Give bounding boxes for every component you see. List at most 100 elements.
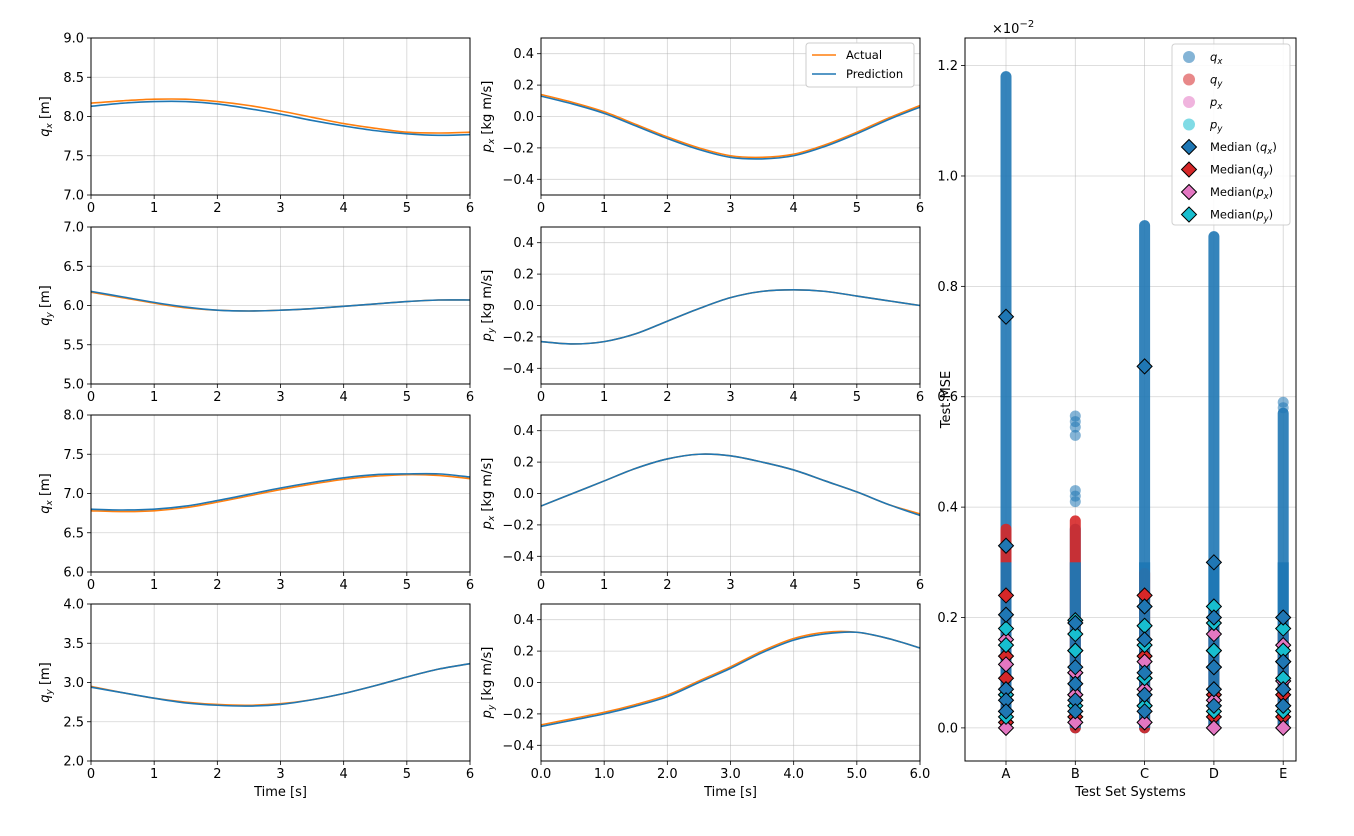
- x-tick-label: E: [1279, 767, 1287, 782]
- y-tick-label: 0.2: [513, 645, 534, 660]
- y-axis-label: px [kg m/s]: [480, 81, 497, 154]
- median-qx-E: [1274, 609, 1292, 626]
- x-tick-label: 0: [537, 390, 545, 405]
- x-tick-label: 0: [87, 390, 95, 405]
- y-tick-label: 0.0: [513, 676, 534, 691]
- y-tick-label: −0.2: [502, 518, 534, 533]
- y-axis-label: py [kg m/s]: [480, 270, 497, 343]
- y-tick-label: 4.0: [63, 598, 84, 613]
- legend-box: [1171, 43, 1291, 226]
- median-qx-B: [1067, 675, 1084, 692]
- y-tick-label: 5.0: [63, 378, 84, 393]
- y-tick-label: 7.0: [63, 221, 84, 236]
- x-tick-label: 2: [213, 390, 221, 405]
- prediction-line-r2c2: [540, 288, 921, 345]
- x-tick-label: 5: [403, 390, 411, 405]
- x-tick-label: 2.0: [657, 767, 678, 782]
- median-qx-D: [1205, 609, 1223, 626]
- x-tick-label: 6: [466, 390, 474, 405]
- x-tick-label: 0: [87, 201, 95, 216]
- median-qy-A: [997, 587, 1015, 604]
- subplot-r3c2: 0 1 2 3 4 5 6 −0.4 −0.2 0.0 0.2 0.4 px [kg m/s]: [480, 414, 924, 593]
- outlier-qx-B: [1069, 410, 1081, 422]
- x-tick-label: 4: [790, 578, 798, 593]
- y-tick-label: 0.4: [513, 47, 534, 62]
- outlier-qx-B: [1069, 485, 1081, 497]
- x-tick-label: 2: [663, 578, 671, 593]
- outlier-qx-B: [1069, 429, 1081, 441]
- y-tick-label: 6.0: [63, 299, 84, 314]
- legend-actual-label: Actual: [846, 48, 882, 62]
- legend-label-6: Median(px): [1210, 185, 1273, 202]
- y-tick-label: 5.5: [63, 338, 84, 353]
- y-tick-label: 7.0: [63, 487, 84, 502]
- legend-marker-7: [1180, 206, 1198, 223]
- x-tick-label: 1: [600, 390, 608, 405]
- x-tick-label: 3: [726, 201, 734, 216]
- y-tick-label: 0.0: [513, 299, 534, 314]
- median-px-A: [997, 719, 1015, 737]
- legend-box: [805, 42, 915, 88]
- x-tick-label: 1: [150, 767, 158, 782]
- x-tick-label: 3: [276, 767, 284, 782]
- x-tick-label: 3: [276, 390, 284, 405]
- x-axis-label: Test Set Systems: [1074, 785, 1186, 800]
- y-tick-label: −0.2: [502, 330, 534, 345]
- x-tick-label: 6: [466, 578, 474, 593]
- prediction-line-r3c1: [90, 472, 471, 511]
- y-tick-label: 8.0: [63, 409, 84, 424]
- legend-label-3: py: [1209, 118, 1223, 135]
- y-tick-label: 0.4: [513, 613, 534, 628]
- trajectory-legend: Actual Prediction: [805, 42, 915, 88]
- y-axis-label: Test MSE: [939, 371, 954, 429]
- legend-marker-1: [1183, 73, 1195, 86]
- y-tick-label: 0.0: [513, 487, 534, 502]
- axes-frame: [540, 226, 921, 385]
- x-tick-label: 5: [853, 390, 861, 405]
- median-qx-D: [1205, 658, 1223, 676]
- median-qx-D: [1205, 554, 1223, 571]
- legend-label-7: Median(py): [1210, 208, 1273, 225]
- legend-label-0: qx: [1210, 50, 1223, 67]
- subplot-r3c1: 0 1 2 3 4 5 6 6.0 6.5 7.0 7.5 8.0 qx [m]: [38, 409, 474, 594]
- x-tick-label: 4: [790, 390, 798, 405]
- x-tick-label: 3: [726, 578, 734, 593]
- prediction-line-r2c1: [90, 290, 471, 312]
- y-tick-label: 0.2: [513, 456, 534, 471]
- x-tick-label: 2: [213, 201, 221, 216]
- y-tick-label: 6.0: [63, 566, 84, 581]
- median-qx-A: [997, 537, 1015, 554]
- y-tick-label: 1.0: [937, 169, 958, 184]
- y-tick-label: 0.2: [513, 268, 534, 283]
- legend-label-4: Median (qx): [1210, 140, 1277, 157]
- x-tick-label: 5: [403, 578, 411, 593]
- x-tick-label: 2: [213, 578, 221, 593]
- x-tick-label: 1: [600, 201, 608, 216]
- median-qx-C: [1136, 358, 1153, 375]
- legend-label-1: qy: [1210, 73, 1223, 90]
- y-tick-label: 0.6: [937, 390, 958, 405]
- x-tick-label: C: [1140, 767, 1149, 782]
- prediction-line-r4c2: [540, 631, 921, 728]
- median-qx-B: [1067, 614, 1084, 632]
- axes-frame: [90, 603, 471, 762]
- x-tick-label: 1: [600, 578, 608, 593]
- x-tick-label: 4.0: [783, 767, 804, 782]
- axes-frame: [540, 37, 921, 196]
- x-tick-label: 4: [340, 390, 348, 405]
- median-qx-A: [997, 703, 1015, 720]
- subplot-r1c2: 0 1 2 3 4 5 6 −0.4 −0.2 0.0 0.2 0.4 px [kg m/s] Actua…: [480, 37, 924, 216]
- legend-marker-5: [1180, 161, 1198, 178]
- actual-line-r1c2: [540, 93, 921, 159]
- x-tick-label: 4: [340, 767, 348, 782]
- y-tick-label: 1.2: [937, 59, 958, 74]
- x-tick-label: 4: [790, 201, 798, 216]
- x-tick-label: 2: [663, 201, 671, 216]
- y-tick-label: 8.5: [63, 71, 84, 86]
- y-tick-label: 0.0: [513, 110, 534, 125]
- y-offset-text: ×10−2: [992, 19, 1034, 37]
- y-tick-label: 0.4: [513, 424, 534, 439]
- subplot-r2c1: 0 1 2 3 4 5 6 5.0 5.5 6.0 6.5 7.0 qy [m]: [38, 221, 474, 406]
- median-px-E: [1274, 719, 1292, 737]
